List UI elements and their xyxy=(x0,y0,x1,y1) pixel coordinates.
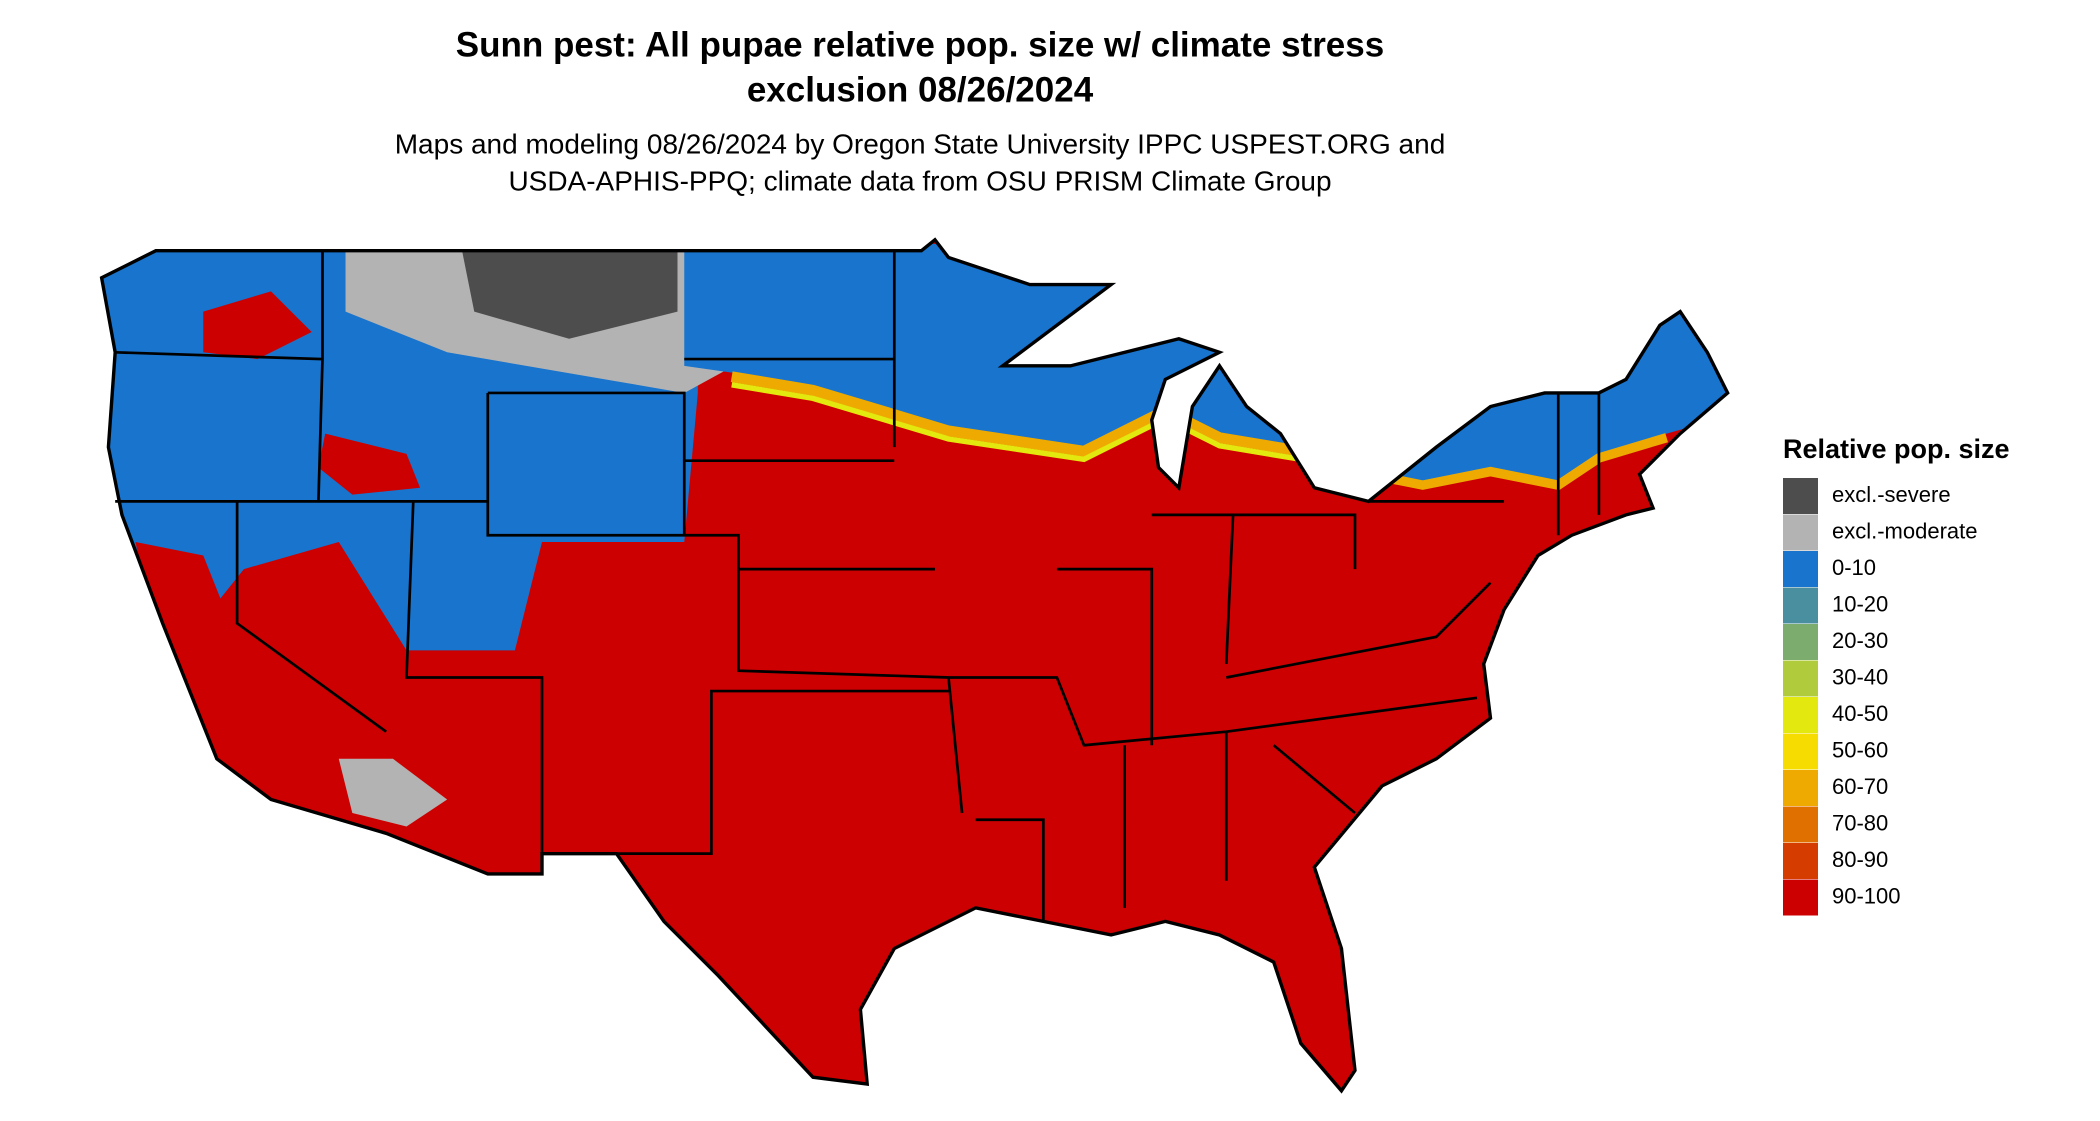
legend-label: 30-40 xyxy=(1832,664,1888,689)
subtitle-line: Maps and modeling 08/26/2024 by Oregon S… xyxy=(395,128,1446,159)
title-line: Sunn pest: All pupae relative pop. size … xyxy=(456,25,1384,64)
legend-swatch xyxy=(1783,551,1818,587)
zone-excl-moderate xyxy=(338,758,448,827)
legend-label: 0-10 xyxy=(1832,555,1876,580)
legend-swatch xyxy=(1783,697,1818,733)
legend-label: 90-100 xyxy=(1832,883,1901,908)
legend-swatch xyxy=(1783,806,1818,843)
state-borders xyxy=(115,250,1601,922)
legend-label: excl.-moderate xyxy=(1832,518,1978,543)
zone-high xyxy=(203,291,312,360)
zone-transition xyxy=(1381,433,1669,491)
legend-label: 80-90 xyxy=(1832,847,1888,872)
zone-high xyxy=(318,433,421,495)
zone-excl-severe xyxy=(460,243,678,339)
legend-swatch xyxy=(1783,624,1818,660)
legend-swatch xyxy=(1783,514,1818,551)
legend-label: 20-30 xyxy=(1832,628,1888,653)
legend-swatch xyxy=(1783,660,1818,697)
zone-high xyxy=(135,542,231,651)
legend-label: 10-20 xyxy=(1832,591,1888,616)
legend: excl.-severe excl.-moderate 0-10 10-20 20-30… xyxy=(1783,478,1978,916)
legend-swatch xyxy=(1783,879,1818,916)
legend-label: 70-80 xyxy=(1832,810,1888,835)
legend-title: Relative pop. size xyxy=(1783,434,2010,464)
title-line: exclusion 08/26/2024 xyxy=(747,70,1094,109)
legend-swatch xyxy=(1783,478,1818,514)
zone-transition xyxy=(730,371,1302,457)
legend-label: excl.-severe xyxy=(1832,482,1951,507)
legend-swatch xyxy=(1783,733,1818,770)
legend-swatch xyxy=(1783,587,1818,624)
legend-swatch xyxy=(1783,843,1818,879)
map xyxy=(99,238,1730,1093)
zone-transition xyxy=(731,382,1302,463)
legend-label: 50-60 xyxy=(1832,737,1888,762)
legend-label: 60-70 xyxy=(1832,774,1888,799)
legend-label: 40-50 xyxy=(1832,701,1888,726)
legend-swatch xyxy=(1783,770,1818,806)
subtitle-line: USDA-APHIS-PPQ; climate data from OSU PR… xyxy=(508,165,1331,196)
